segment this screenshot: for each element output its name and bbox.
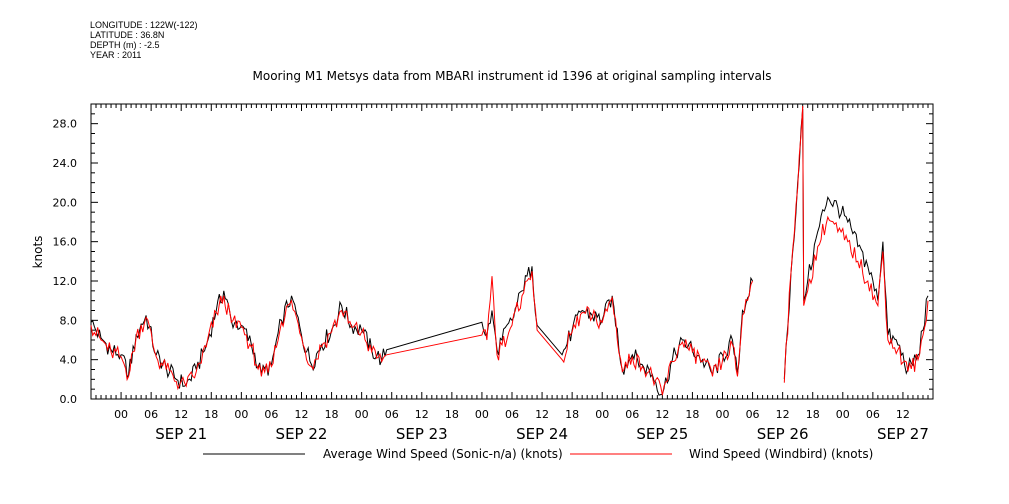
x-day-label: SEP 26 [757,425,809,443]
x-tick-label: 06 [264,408,278,421]
x-tick-label: 18 [806,408,820,421]
x-tick-label: 00 [595,408,609,421]
x-day-label: SEP 22 [276,425,328,443]
series-line-sonic [783,108,929,380]
x-tick-label: 18 [325,408,339,421]
y-tick-label: 28.0 [53,118,78,131]
x-tick-label: 18 [565,408,579,421]
x-tick-label: 06 [625,408,639,421]
x-tick-label: 12 [535,408,549,421]
latitude-text: LATITUDE : 36.8N [90,30,165,40]
x-tick-label: 06 [746,408,760,421]
year-text: YEAR : 2011 [90,50,142,60]
series-layer [90,105,929,396]
y-axis-label: knots [31,236,45,269]
x-tick-label: 06 [385,408,399,421]
x-tick-label: 12 [896,408,910,421]
x-day-label: SEP 24 [516,425,568,443]
legend: Average Wind Speed (Sonic-n/a) (knots) W… [203,447,873,461]
x-tick-label: 18 [445,408,459,421]
x-tick-label: 12 [295,408,309,421]
x-tick-label: 12 [415,408,429,421]
x-axis: 00 06 12 18 00 06 12 18 00 06 12 18 00 06 12 18 00 06 12 18… [90,104,934,443]
depth-text: DEPTH (m) : -2.5 [90,40,160,50]
x-tick-label: 12 [655,408,669,421]
x-tick-label: 00 [234,408,248,421]
series-line-sonic [90,266,754,396]
x-tick-label: 00 [114,408,128,421]
x-tick-label: 00 [716,408,730,421]
x-tick-label: 00 [836,408,850,421]
x-tick-label: 18 [685,408,699,421]
legend-label-windbird: Wind Speed (Windbird) (knots) [689,447,873,461]
y-tick-label: 0.0 [60,393,78,406]
y-tick-label: 20.0 [53,196,78,209]
y-axis: 0.0 4.0 8.0 12.0 16.0 20.0 24.0 28.0 [53,113,933,406]
x-tick-label: 00 [355,408,369,421]
y-tick-label: 8.0 [60,314,78,327]
y-tick-label: 12.0 [53,275,78,288]
chart-title: Mooring M1 Metsys data from MBARI instru… [253,69,772,83]
legend-label-sonic: Average Wind Speed (Sonic-n/a) (knots) [323,447,563,461]
series-line-windbird [783,105,929,383]
x-tick-label: 06 [505,408,519,421]
x-tick-label: 18 [204,408,218,421]
x-day-label: SEP 27 [877,425,929,443]
series-line-windbird [90,271,754,396]
y-tick-label: 16.0 [53,236,78,249]
x-day-label: SEP 25 [636,425,688,443]
metadata-block: LONGITUDE : 122W(-122) LATITUDE : 36.8N … [90,20,198,60]
x-day-label: SEP 21 [155,425,207,443]
x-tick-label: 12 [174,408,188,421]
plot-frame [90,103,934,400]
x-tick-label: 06 [866,408,880,421]
x-tick-label: 12 [776,408,790,421]
x-tick-label: 06 [144,408,158,421]
x-day-label: SEP 23 [396,425,448,443]
y-tick-label: 24.0 [53,157,78,170]
longitude-text: LONGITUDE : 122W(-122) [90,20,198,30]
y-tick-label: 4.0 [60,354,78,367]
x-tick-label: 00 [475,408,489,421]
